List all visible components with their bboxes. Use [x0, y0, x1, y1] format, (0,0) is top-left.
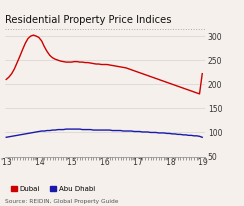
Text: Source: REIDIN, Global Property Guide: Source: REIDIN, Global Property Guide [5, 199, 118, 204]
Text: Residential Property Price Indices: Residential Property Price Indices [5, 15, 171, 25]
Legend: Dubai, Abu Dhabi: Dubai, Abu Dhabi [8, 183, 98, 195]
Point [5, 179, 8, 181]
Point [8, 179, 10, 181]
